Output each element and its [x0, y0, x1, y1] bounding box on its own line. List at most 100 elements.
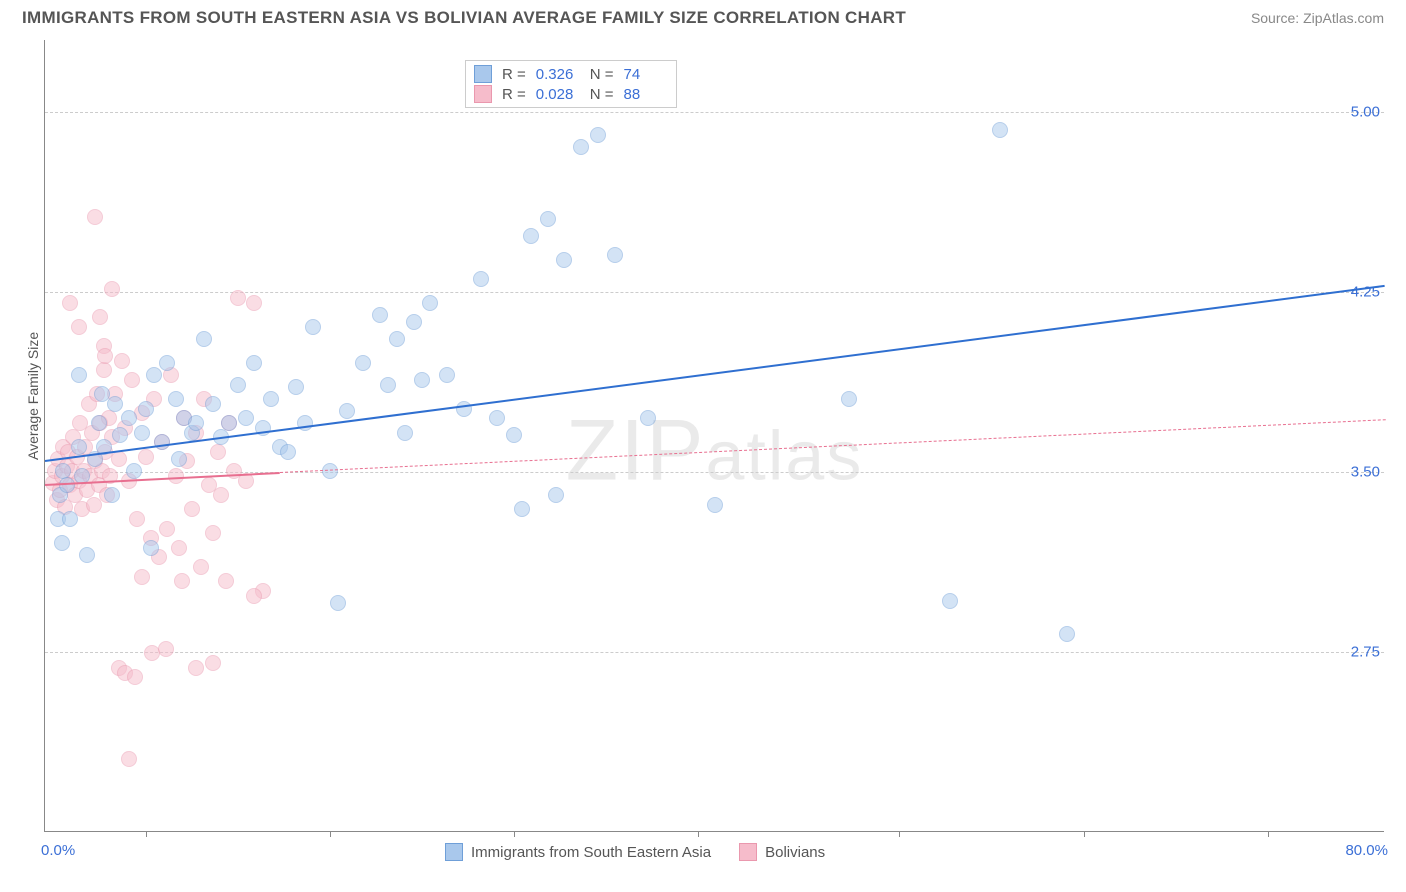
scatter-point: [168, 391, 184, 407]
scatter-point: [138, 401, 154, 417]
legend-item-series2: Bolivians: [739, 843, 825, 861]
scatter-point: [238, 410, 254, 426]
scatter-point: [573, 139, 589, 155]
scatter-point: [205, 396, 221, 412]
scatter-point: [121, 410, 137, 426]
scatter-point: [707, 497, 723, 513]
scatter-point: [205, 525, 221, 541]
gridline: [45, 652, 1384, 653]
scatter-point: [607, 247, 623, 263]
scatter-point: [330, 595, 346, 611]
scatter-point: [439, 367, 455, 383]
scatter-point: [1059, 626, 1075, 642]
scatter-point: [246, 295, 262, 311]
scatter-point: [389, 331, 405, 347]
chart-title: IMMIGRANTS FROM SOUTH EASTERN ASIA VS BO…: [22, 8, 906, 28]
x-min-label: 0.0%: [41, 842, 75, 859]
scatter-point: [158, 641, 174, 657]
scatter-point: [87, 209, 103, 225]
scatter-point: [193, 559, 209, 575]
scatter-point: [246, 588, 262, 604]
scatter-point: [54, 535, 70, 551]
scatter-point: [59, 477, 75, 493]
scatter-point: [992, 122, 1008, 138]
legend-label-series1: Immigrants from South Eastern Asia: [471, 844, 711, 861]
x-tick: [1268, 831, 1269, 837]
scatter-point: [397, 425, 413, 441]
swatch-series2: [474, 85, 492, 103]
scatter-point: [221, 415, 237, 431]
scatter-point: [523, 228, 539, 244]
scatter-point: [124, 372, 140, 388]
scatter-point: [94, 386, 110, 402]
scatter-point: [305, 319, 321, 335]
scatter-point: [514, 501, 530, 517]
scatter-point: [134, 569, 150, 585]
stats-row-series2: R =0.028 N =88: [474, 84, 668, 104]
scatter-point: [263, 391, 279, 407]
legend-label-series2: Bolivians: [765, 844, 825, 861]
scatter-point: [107, 396, 123, 412]
scatter-chart: Average Family Size ZIPatlas R =0.326 N …: [44, 40, 1384, 832]
x-max-label: 80.0%: [1345, 842, 1388, 859]
scatter-point: [71, 319, 87, 335]
series-legend: Immigrants from South Eastern Asia Boliv…: [445, 843, 825, 861]
scatter-point: [134, 425, 150, 441]
y-tick-label: 2.75: [1351, 644, 1380, 661]
scatter-point: [112, 427, 128, 443]
scatter-point: [246, 355, 262, 371]
x-tick: [146, 831, 147, 837]
swatch-series1: [474, 65, 492, 83]
scatter-point: [210, 444, 226, 460]
y-tick-label: 5.00: [1351, 104, 1380, 121]
scatter-point: [196, 331, 212, 347]
scatter-point: [114, 353, 130, 369]
scatter-point: [159, 355, 175, 371]
scatter-point: [62, 511, 78, 527]
scatter-point: [288, 379, 304, 395]
scatter-point: [473, 271, 489, 287]
gridline: [45, 112, 1384, 113]
scatter-point: [146, 367, 162, 383]
scatter-point: [188, 415, 204, 431]
x-tick: [514, 831, 515, 837]
swatch-series1-icon: [445, 843, 463, 861]
stats-row-series1: R =0.326 N =74: [474, 64, 668, 84]
scatter-point: [540, 211, 556, 227]
scatter-point: [79, 547, 95, 563]
trend-line: [45, 285, 1385, 462]
scatter-point: [111, 451, 127, 467]
scatter-point: [92, 309, 108, 325]
scatter-point: [143, 540, 159, 556]
gridline: [45, 292, 1384, 293]
scatter-point: [154, 434, 170, 450]
trend-line: [279, 419, 1385, 473]
legend-item-series1: Immigrants from South Eastern Asia: [445, 843, 711, 861]
scatter-point: [841, 391, 857, 407]
scatter-point: [322, 463, 338, 479]
scatter-point: [942, 593, 958, 609]
scatter-point: [280, 444, 296, 460]
scatter-point: [159, 521, 175, 537]
scatter-point: [230, 290, 246, 306]
scatter-point: [489, 410, 505, 426]
scatter-point: [506, 427, 522, 443]
stats-legend: R =0.326 N =74 R =0.028 N =88: [465, 60, 677, 108]
scatter-point: [422, 295, 438, 311]
scatter-point: [174, 573, 190, 589]
scatter-point: [91, 415, 107, 431]
y-tick-label: 3.50: [1351, 464, 1380, 481]
x-tick: [899, 831, 900, 837]
x-tick: [330, 831, 331, 837]
scatter-point: [97, 348, 113, 364]
x-tick: [698, 831, 699, 837]
scatter-point: [456, 401, 472, 417]
scatter-point: [62, 295, 78, 311]
scatter-point: [213, 487, 229, 503]
scatter-point: [168, 468, 184, 484]
scatter-point: [548, 487, 564, 503]
scatter-point: [640, 410, 656, 426]
scatter-point: [171, 540, 187, 556]
scatter-point: [96, 362, 112, 378]
swatch-series2-icon: [739, 843, 757, 861]
